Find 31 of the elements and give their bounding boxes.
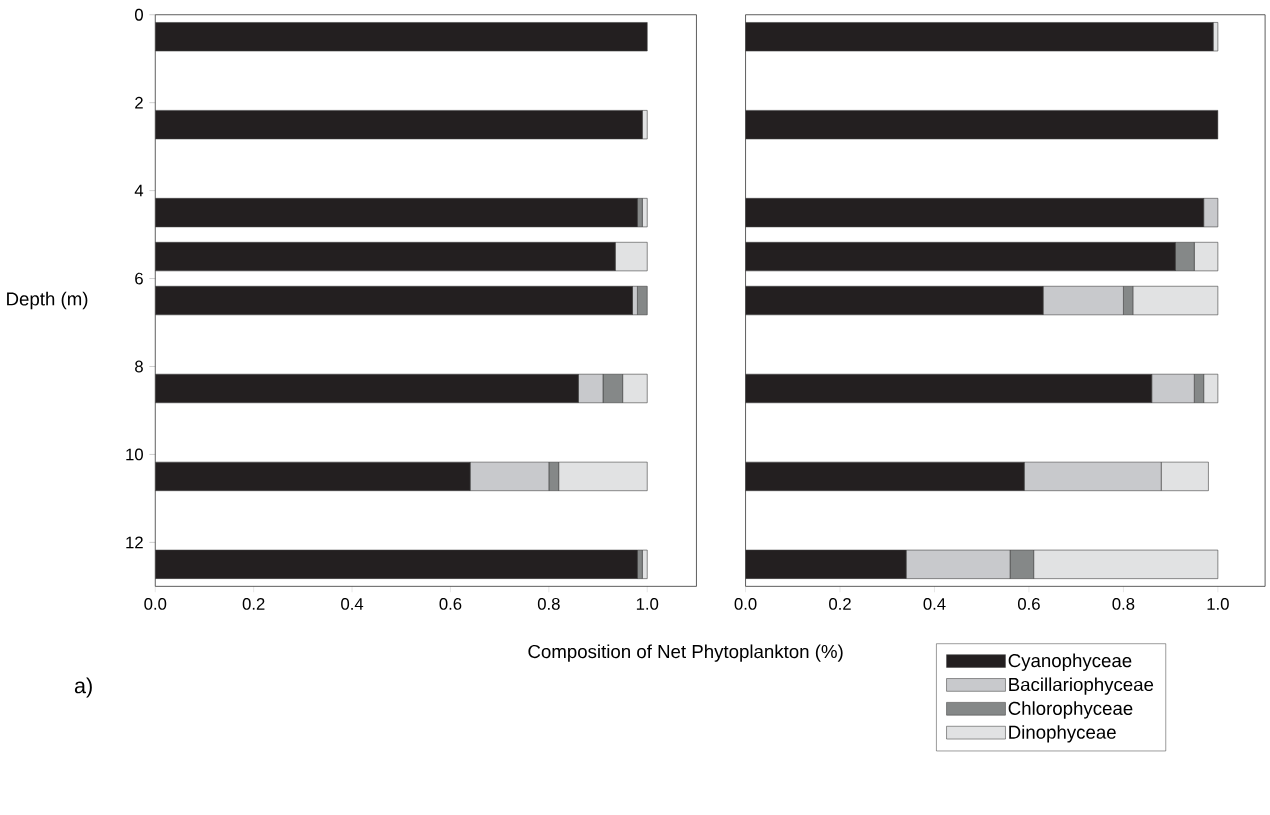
x-tick-label: 0.2 — [242, 597, 265, 610]
y-tick-label: 8 — [135, 360, 143, 373]
x-tick-label: 0.8 — [1112, 597, 1135, 610]
legend-label: Chlorophyceae — [1008, 701, 1133, 719]
x-tick-label: 0.0 — [144, 597, 167, 610]
legend-label: Bacillariophyceae — [1009, 677, 1154, 695]
bar — [642, 197, 648, 228]
x-tick-label: 0.2 — [829, 597, 851, 610]
bar — [642, 549, 648, 579]
bar — [637, 285, 648, 316]
y-tick-label: 2 — [135, 96, 143, 109]
x-axis-title: Composition of Net Phytoplankton (%) — [528, 644, 843, 662]
text: a) — [74, 677, 92, 698]
x-tick-label: 0.4 — [923, 597, 946, 610]
x-tick-label: 1.0 — [636, 597, 659, 610]
x-tick-label: 0.6 — [439, 597, 462, 610]
legend-label: Cyanophyceae — [1008, 653, 1132, 671]
legend-label: Dinophyceae — [1009, 725, 1116, 743]
y-tick-label: 10 — [126, 448, 143, 461]
y-tick-label: 6 — [135, 272, 143, 285]
x-tick-label: 0.6 — [1018, 597, 1040, 610]
x-tick-label: 0.4 — [341, 597, 364, 610]
y-tick-label: 12 — [126, 536, 143, 549]
x-tick-label: 1.0 — [1207, 597, 1229, 610]
bar — [155, 22, 648, 52]
x-tick-label: 0.0 — [734, 597, 757, 610]
y-axis-title: Depth (m) — [7, 291, 88, 310]
y-tick-label: 0 — [135, 8, 143, 21]
x-tick-label: 0.8 — [537, 597, 560, 610]
bar — [745, 110, 1219, 140]
y-tick-label: 4 — [134, 184, 144, 197]
